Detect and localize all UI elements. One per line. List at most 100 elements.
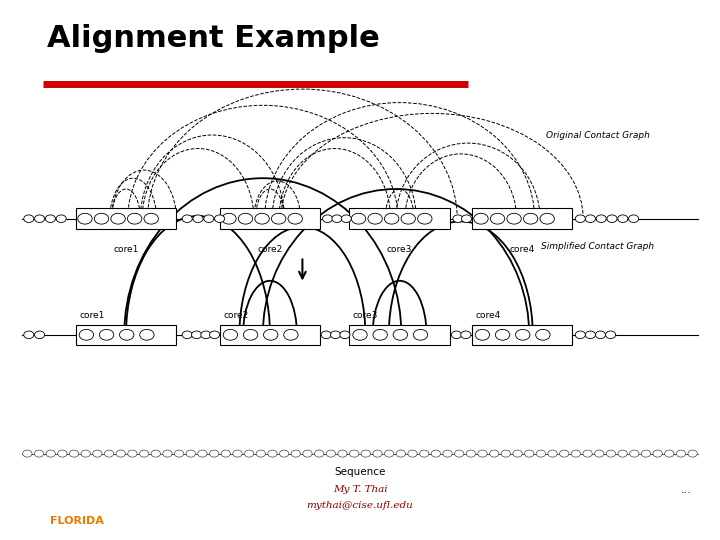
Bar: [76, 208, 176, 229]
Circle shape: [326, 450, 336, 457]
Bar: [76, 325, 176, 345]
Circle shape: [454, 450, 464, 457]
Circle shape: [116, 450, 125, 457]
Bar: [349, 208, 450, 229]
Text: core1: core1: [79, 310, 104, 320]
Circle shape: [244, 450, 253, 457]
Circle shape: [629, 450, 639, 457]
Circle shape: [361, 450, 371, 457]
Circle shape: [396, 450, 405, 457]
Circle shape: [94, 213, 109, 224]
Circle shape: [268, 450, 277, 457]
Circle shape: [127, 450, 137, 457]
Circle shape: [393, 329, 408, 340]
Circle shape: [56, 215, 66, 222]
Circle shape: [501, 450, 510, 457]
Circle shape: [193, 215, 203, 222]
Circle shape: [490, 450, 499, 457]
Circle shape: [606, 450, 616, 457]
Circle shape: [559, 450, 569, 457]
Circle shape: [595, 450, 604, 457]
Circle shape: [151, 450, 161, 457]
Circle shape: [418, 213, 432, 224]
Circle shape: [330, 331, 341, 339]
Circle shape: [571, 450, 580, 457]
Circle shape: [548, 450, 557, 457]
Circle shape: [271, 213, 286, 224]
Circle shape: [58, 450, 67, 457]
Circle shape: [111, 213, 125, 224]
Circle shape: [443, 450, 452, 457]
Circle shape: [341, 215, 351, 222]
Circle shape: [688, 450, 697, 457]
Bar: [349, 325, 450, 345]
Circle shape: [373, 329, 387, 340]
Circle shape: [79, 329, 94, 340]
Circle shape: [198, 450, 207, 457]
Circle shape: [192, 331, 202, 339]
Text: core3: core3: [353, 310, 378, 320]
Circle shape: [536, 329, 550, 340]
Bar: [472, 325, 572, 345]
Circle shape: [323, 215, 333, 222]
Circle shape: [288, 213, 302, 224]
Circle shape: [69, 450, 78, 457]
Circle shape: [46, 450, 55, 457]
Circle shape: [104, 450, 114, 457]
Circle shape: [583, 450, 593, 457]
Circle shape: [676, 450, 685, 457]
Circle shape: [238, 213, 253, 224]
Text: core1: core1: [113, 245, 139, 254]
Circle shape: [35, 215, 45, 222]
Circle shape: [243, 329, 258, 340]
Circle shape: [516, 329, 530, 340]
Circle shape: [144, 213, 158, 224]
Text: Alignment Example: Alignment Example: [47, 24, 379, 53]
Circle shape: [618, 450, 627, 457]
Circle shape: [182, 331, 192, 339]
Circle shape: [507, 213, 521, 224]
Circle shape: [607, 215, 617, 222]
Circle shape: [182, 215, 192, 222]
Circle shape: [78, 213, 92, 224]
Circle shape: [629, 215, 639, 222]
Circle shape: [523, 213, 538, 224]
Circle shape: [81, 450, 91, 457]
Bar: [220, 325, 320, 345]
Circle shape: [431, 450, 441, 457]
Circle shape: [140, 450, 149, 457]
Text: core2: core2: [257, 245, 283, 254]
Circle shape: [513, 450, 522, 457]
Circle shape: [408, 450, 417, 457]
Circle shape: [332, 215, 342, 222]
Circle shape: [233, 450, 242, 457]
Text: My T. Thai: My T. Thai: [333, 485, 387, 494]
Circle shape: [401, 213, 415, 224]
Circle shape: [140, 329, 154, 340]
Circle shape: [291, 450, 300, 457]
Circle shape: [373, 450, 382, 457]
Circle shape: [368, 213, 382, 224]
Circle shape: [24, 215, 34, 222]
Text: mythai@cise.ufl.edu: mythai@cise.ufl.edu: [307, 501, 413, 510]
Circle shape: [536, 450, 546, 457]
Circle shape: [461, 331, 471, 339]
Circle shape: [413, 329, 428, 340]
Circle shape: [384, 450, 394, 457]
Text: core4: core4: [509, 245, 535, 254]
Circle shape: [349, 450, 359, 457]
Text: Simplified Contact Graph: Simplified Contact Graph: [541, 242, 654, 251]
Circle shape: [453, 215, 463, 222]
Circle shape: [653, 450, 662, 457]
Circle shape: [210, 450, 219, 457]
Circle shape: [540, 213, 554, 224]
Circle shape: [255, 213, 269, 224]
Circle shape: [351, 213, 366, 224]
Circle shape: [321, 331, 331, 339]
Circle shape: [596, 215, 606, 222]
Circle shape: [45, 215, 55, 222]
Circle shape: [303, 450, 312, 457]
Circle shape: [642, 450, 651, 457]
Circle shape: [99, 329, 114, 340]
Bar: [220, 208, 320, 229]
